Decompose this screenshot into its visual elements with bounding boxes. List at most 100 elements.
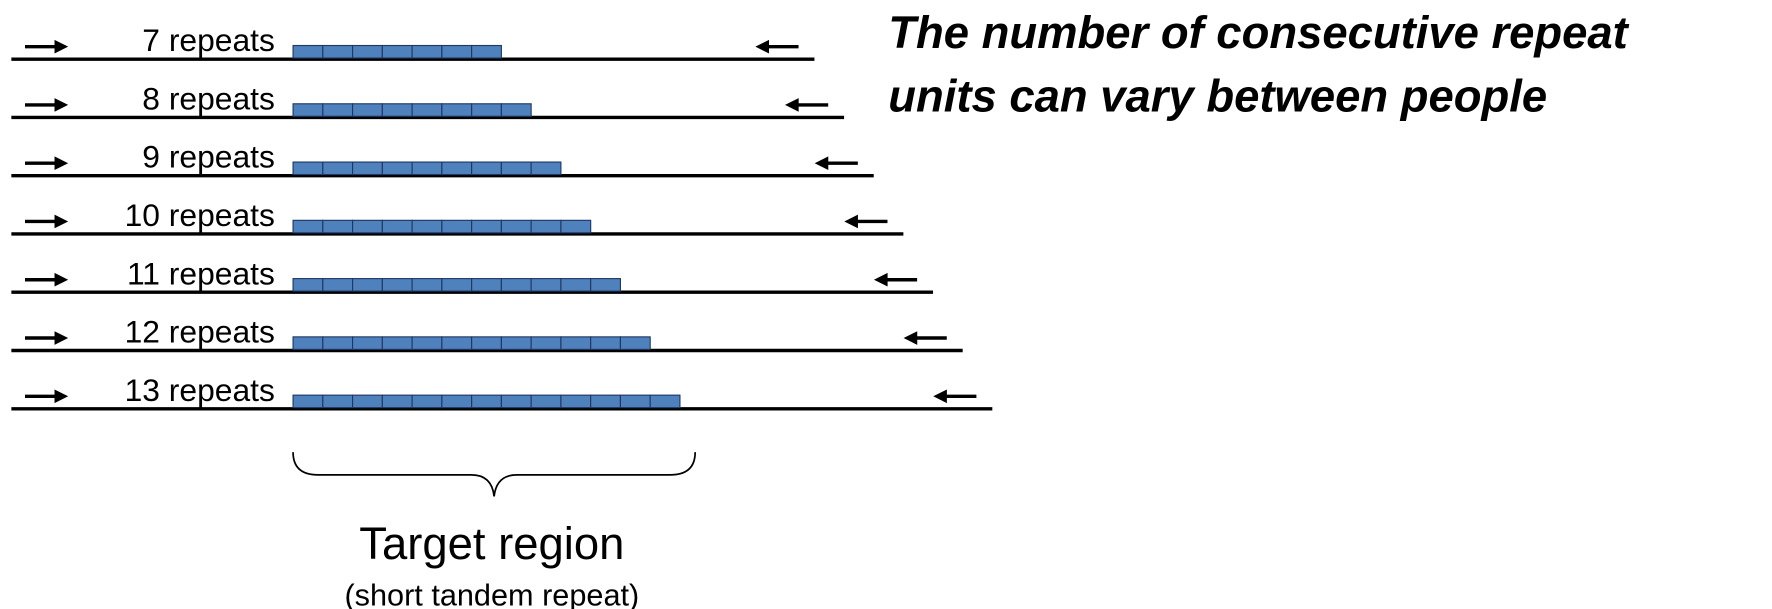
repeat-units <box>292 103 532 117</box>
repeat-unit <box>530 336 562 350</box>
repeat-unit <box>352 44 383 59</box>
repeat-unit <box>292 336 324 350</box>
repeat-units <box>292 161 562 176</box>
repeat-unit <box>411 278 443 292</box>
repeat-unit <box>322 278 354 292</box>
repeat-unit <box>500 394 532 409</box>
repeat-unit <box>471 336 502 350</box>
repeat-unit <box>292 394 324 409</box>
primer-arrow-head <box>755 39 770 54</box>
repeat-unit <box>560 219 592 234</box>
repeat-unit <box>352 219 383 234</box>
repeat-unit <box>411 103 443 117</box>
title-line: The number of consecutive repeat <box>888 7 1629 58</box>
repeat-unit <box>500 278 532 292</box>
repeat-unit <box>292 278 324 292</box>
repeat-unit <box>411 44 443 59</box>
repeat-unit <box>441 219 473 234</box>
repeat-unit <box>441 278 473 292</box>
repeat-unit <box>619 336 651 350</box>
repeat-unit <box>292 161 324 176</box>
primer-arrow-head <box>54 214 69 229</box>
repeat-unit <box>530 394 562 409</box>
repeat-unit <box>352 336 383 350</box>
target-sublabel: (short tandem repeat) <box>344 579 639 609</box>
repeat-unit <box>471 278 502 292</box>
repeat-unit <box>590 394 621 409</box>
primer-arrow-head <box>54 156 69 171</box>
repeat-units <box>292 336 651 350</box>
repeat-unit <box>381 103 413 117</box>
primer-arrow-head <box>933 389 947 404</box>
primer-arrow-head <box>54 39 69 54</box>
repeat-unit <box>500 103 532 117</box>
repeat-unit <box>471 394 502 409</box>
repeat-unit <box>500 336 532 350</box>
repeat-unit <box>560 394 592 409</box>
repeat-unit <box>441 161 473 176</box>
repeat-unit <box>471 161 502 176</box>
repeat-unit <box>322 44 354 59</box>
repeat-unit <box>411 394 443 409</box>
repeat-unit <box>619 394 651 409</box>
repeat-label: 13 repeats <box>125 372 275 408</box>
repeat-unit <box>381 278 413 292</box>
repeat-label: 7 repeats <box>142 22 275 58</box>
repeat-units <box>292 44 502 59</box>
brace <box>292 452 697 497</box>
repeat-unit <box>381 394 413 409</box>
repeat-label: 9 repeats <box>142 139 275 175</box>
repeat-unit <box>441 336 473 350</box>
repeat-unit <box>590 336 621 350</box>
primer-arrow-head <box>54 272 69 287</box>
primer-arrow-head <box>903 331 918 345</box>
repeat-units <box>292 394 681 409</box>
primer-arrow-head <box>844 214 858 229</box>
repeat-unit <box>322 103 354 117</box>
repeat-unit <box>381 161 413 176</box>
repeat-unit <box>411 161 443 176</box>
repeat-unit <box>411 219 443 234</box>
repeat-unit <box>322 161 354 176</box>
repeat-unit <box>352 161 383 176</box>
primer-arrow-head <box>814 156 829 171</box>
repeat-unit <box>441 44 473 59</box>
repeat-unit <box>530 161 562 176</box>
repeat-unit <box>352 103 383 117</box>
repeat-unit <box>530 278 562 292</box>
repeat-unit <box>411 336 443 350</box>
repeat-unit <box>500 161 532 176</box>
target-label: Target region <box>359 518 624 569</box>
repeat-label: 10 repeats <box>125 197 275 233</box>
primer-arrow-head <box>873 272 888 287</box>
repeat-unit <box>560 278 592 292</box>
repeat-unit <box>292 44 324 59</box>
repeat-unit <box>441 103 473 117</box>
repeat-unit <box>322 336 354 350</box>
repeat-unit <box>500 219 532 234</box>
repeat-units <box>292 219 592 234</box>
repeat-units <box>292 278 621 292</box>
repeat-unit <box>530 219 562 234</box>
repeat-unit <box>352 278 383 292</box>
repeat-unit <box>352 394 383 409</box>
repeat-unit <box>381 336 413 350</box>
repeat-unit <box>292 219 324 234</box>
repeat-unit <box>381 44 413 59</box>
repeat-unit <box>292 103 324 117</box>
repeat-label: 11 repeats <box>127 255 275 291</box>
repeat-label: 12 repeats <box>125 314 275 350</box>
repeat-unit <box>649 394 681 409</box>
repeat-unit <box>471 219 502 234</box>
repeat-unit <box>322 219 354 234</box>
repeat-unit <box>471 103 502 117</box>
repeat-unit <box>590 278 621 292</box>
primer-arrow-head <box>54 98 69 112</box>
primer-arrow-head <box>785 98 799 112</box>
title-line: units can vary between people <box>888 70 1547 121</box>
primer-arrow-head <box>54 331 69 345</box>
repeat-unit <box>471 44 502 59</box>
repeat-unit <box>381 219 413 234</box>
repeat-unit <box>560 336 592 350</box>
